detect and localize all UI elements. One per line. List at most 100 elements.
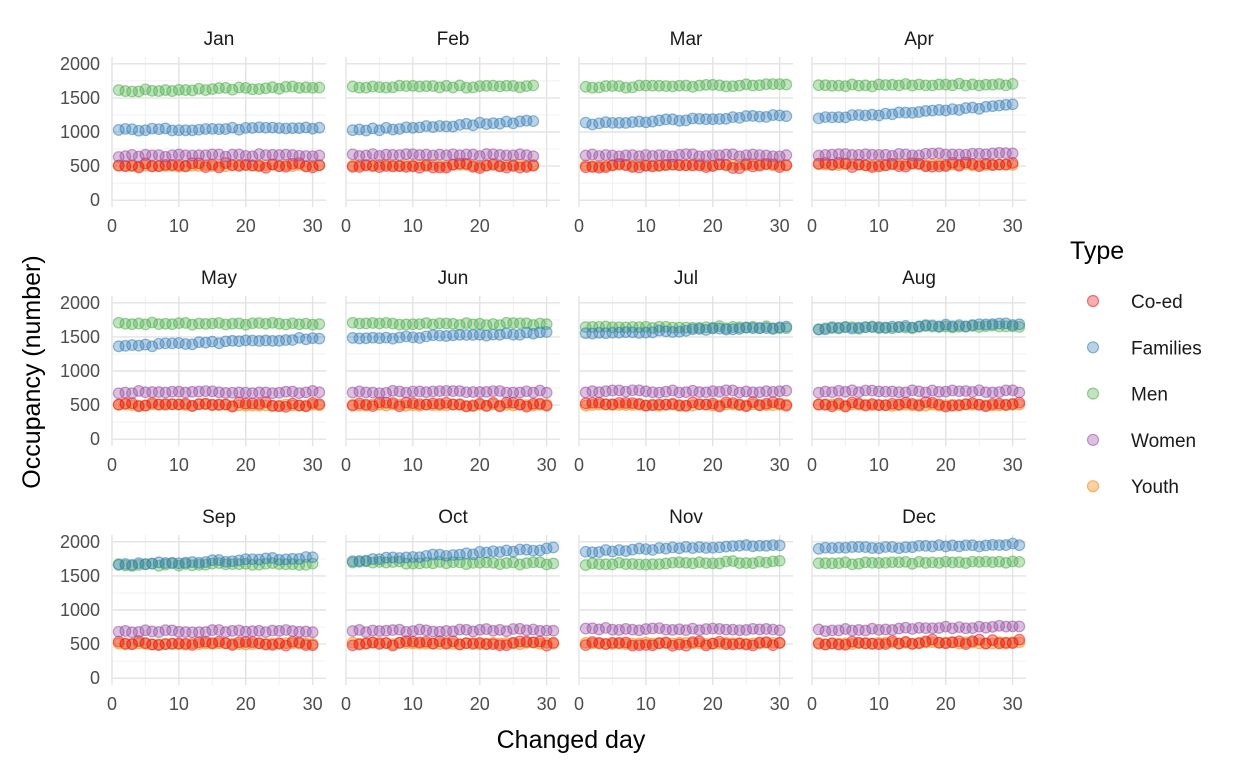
data-point-co-ed [946,156,959,169]
legend-title: Type [1070,237,1124,265]
data-point-men [780,78,793,91]
data-point-co-ed [467,400,479,412]
data-point-co-ed [780,159,793,172]
data-point-families [1006,98,1019,111]
data-point-co-ed [773,636,786,649]
x-tick-label: 0 [341,694,351,714]
legend-label-families: Families [1131,338,1202,359]
data-point-families [1000,317,1012,330]
x-tick-label: 30 [537,694,557,714]
data-point-families [393,123,406,135]
data-point-women [540,386,553,399]
x-tick-label: 30 [303,455,323,475]
x-tick-label: 10 [403,216,423,236]
data-point-families [720,112,733,125]
data-point-families [760,110,773,123]
y-tick-label: 1500 [60,88,100,108]
x-tick-label: 0 [107,694,117,714]
data-point-women [473,150,486,162]
facet-panel-jul: Jul 0 10 20 30 [574,268,793,475]
facet-panel-dec: Dec 0 10 20 30 [807,507,1026,714]
data-point-co-ed [366,400,379,413]
x-tick-label: 10 [169,216,189,236]
data-point-co-ed [413,161,426,174]
data-point-women [780,384,793,397]
data-point-co-ed [306,639,319,652]
data-point-men [132,85,145,98]
facet-panel-aug: Aug 0 10 20 30 [807,268,1026,475]
data-point-women [219,150,232,163]
x-tick-label: 30 [303,694,323,714]
data-point-families [680,114,692,127]
data-point-families [186,338,199,351]
data-point-co-ed [273,637,286,650]
data-point-women [973,384,986,397]
data-point-families [306,551,319,564]
data-point-co-ed [279,160,292,173]
data-point-women [913,149,925,162]
data-point-families [313,332,326,345]
y-tick-label: 1500 [60,566,100,586]
data-point-co-ed [1000,158,1012,171]
data-point-co-ed [746,396,759,408]
data-point-families [872,109,885,122]
y-tick-label: 500 [70,634,100,654]
facet-title: Apr [904,29,934,50]
legend-marker-youth [1086,480,1100,493]
data-point-families [313,121,326,134]
data-point-families [646,326,659,339]
data-point-co-ed [286,397,299,410]
data-point-co-ed [913,399,925,412]
data-point-women [132,150,145,163]
data-point-co-ed [126,638,138,651]
data-point-co-ed [440,161,453,174]
data-point-women [886,149,899,162]
data-point-co-ed [780,399,793,412]
legend: Type Co-ed Families Men Women Youth [1070,237,1202,498]
data-point-families [973,102,986,115]
data-point-women [1013,386,1026,399]
data-point-families [493,117,506,130]
data-point-women [852,386,865,399]
data-point-co-ed [839,157,852,170]
data-point-co-ed [259,161,272,174]
data-point-co-ed [1013,633,1026,646]
data-point-women [726,384,739,397]
legend-label-men: Men [1131,385,1168,406]
y-tick-label: 0 [90,190,100,210]
y-tick-label: 1000 [60,600,100,620]
data-point-women [1013,620,1026,633]
data-point-co-ed [493,400,506,413]
data-point-women [246,150,259,163]
data-point-co-ed [926,396,939,409]
x-tick-label: 0 [574,694,584,714]
data-point-men [493,319,506,332]
facet-panel-jun: Jun 0 10 20 30 [341,268,560,475]
data-point-co-ed [1006,157,1019,169]
y-tick-label: 2000 [60,293,100,313]
data-point-women [126,148,138,161]
data-point-men [453,79,466,92]
data-point-families [773,539,786,552]
data-point-families [527,115,540,128]
data-point-men [273,82,286,95]
data-point-women [313,149,326,162]
data-point-women [152,149,165,161]
data-point-co-ed [186,639,199,651]
data-point-women [527,150,540,163]
data-point-co-ed [259,396,272,408]
data-point-co-ed [846,161,859,173]
data-point-families [500,115,513,128]
data-point-women [306,626,319,639]
data-point-co-ed [527,159,540,172]
data-point-co-ed [933,398,945,411]
x-tick-label: 30 [1003,216,1023,236]
data-point-co-ed [213,161,225,174]
y-tick-label: 500 [70,156,100,176]
data-point-co-ed [547,636,560,649]
data-point-co-ed [633,161,646,174]
data-point-women [534,384,546,397]
data-point-co-ed [733,162,746,175]
x-tick-label: 10 [169,694,189,714]
data-point-families [159,122,172,135]
